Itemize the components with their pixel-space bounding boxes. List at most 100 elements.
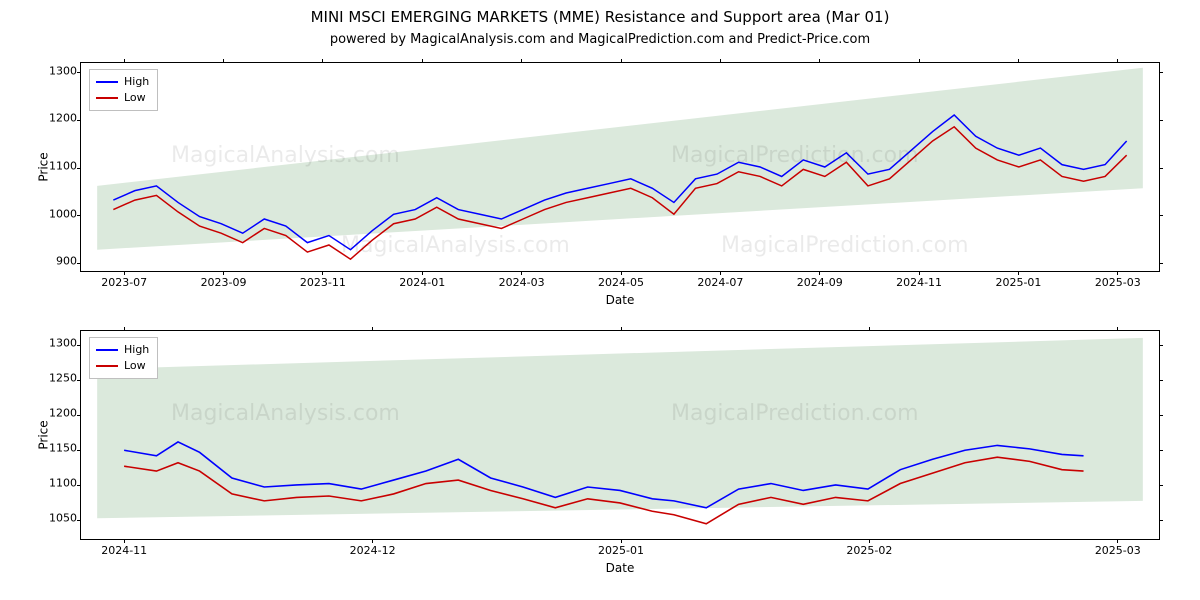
xtick-label: 2023-11	[300, 276, 346, 289]
ytick-mark	[77, 450, 81, 451]
xtick-mark	[919, 271, 920, 275]
ytick-label: 1050	[37, 512, 77, 525]
figure-suptitle: MINI MSCI EMERGING MARKETS (MME) Resista…	[0, 8, 1200, 26]
xtick-mark	[720, 271, 721, 275]
xtick-label: 2024-09	[797, 276, 843, 289]
xtick-label: 2024-11	[896, 276, 942, 289]
ytick-mark	[1159, 263, 1163, 264]
ytick-mark	[77, 263, 81, 264]
xtick-mark	[422, 271, 423, 275]
bottom-chart: 105011001150120012501300 2024-112024-122…	[80, 330, 1160, 540]
top-xlabel: Date	[81, 293, 1159, 307]
xtick-mark	[621, 327, 622, 331]
ytick-mark	[77, 380, 81, 381]
xtick-mark	[521, 59, 522, 63]
xtick-mark	[1117, 539, 1118, 543]
xtick-mark	[124, 59, 125, 63]
xtick-mark	[919, 59, 920, 63]
legend-swatch-low	[96, 365, 118, 367]
ytick-mark	[1159, 520, 1163, 521]
xtick-mark	[1117, 327, 1118, 331]
ytick-label: 1200	[37, 407, 77, 420]
bottom-legend: High Low	[89, 337, 158, 379]
legend-swatch-high	[96, 81, 118, 83]
bottom-ylabel: Price	[37, 420, 51, 449]
legend-item-high: High	[96, 74, 149, 90]
legend-swatch-low	[96, 97, 118, 99]
ytick-mark	[77, 345, 81, 346]
top-legend: High Low	[89, 69, 158, 111]
xtick-label: 2024-03	[499, 276, 545, 289]
xtick-mark	[869, 539, 870, 543]
xtick-label: 2024-07	[697, 276, 743, 289]
top-chart: 9001000110012001300 2023-072023-092023-1…	[80, 62, 1160, 272]
ytick-mark	[77, 485, 81, 486]
ytick-label: 1000	[37, 207, 77, 220]
xtick-mark	[521, 271, 522, 275]
ytick-mark	[77, 215, 81, 216]
xtick-label: 2025-01	[995, 276, 1041, 289]
xtick-label: 2024-01	[399, 276, 445, 289]
ytick-mark	[1159, 345, 1163, 346]
figure-subtitle: powered by MagicalAnalysis.com and Magic…	[0, 32, 1200, 47]
ytick-mark	[1159, 215, 1163, 216]
ytick-mark	[77, 415, 81, 416]
legend-label-high: High	[124, 342, 149, 358]
xtick-label: 2024-12	[350, 544, 396, 557]
xtick-mark	[869, 327, 870, 331]
xtick-mark	[124, 271, 125, 275]
xtick-mark	[124, 539, 125, 543]
legend-item-low: Low	[96, 358, 149, 374]
legend-swatch-high	[96, 349, 118, 351]
ytick-mark	[77, 168, 81, 169]
xtick-mark	[621, 271, 622, 275]
ytick-mark	[1159, 485, 1163, 486]
xtick-mark	[621, 59, 622, 63]
xtick-mark	[1018, 59, 1019, 63]
xtick-label: 2025-01	[598, 544, 644, 557]
xtick-mark	[372, 327, 373, 331]
ytick-label: 900	[37, 255, 77, 268]
ytick-mark	[1159, 450, 1163, 451]
xtick-mark	[124, 327, 125, 331]
ytick-mark	[77, 72, 81, 73]
xtick-mark	[422, 59, 423, 63]
xtick-mark	[372, 539, 373, 543]
top-support-area	[97, 68, 1143, 250]
ytick-label: 1300	[37, 64, 77, 77]
ytick-mark	[1159, 415, 1163, 416]
xtick-label: 2025-03	[1095, 276, 1141, 289]
legend-label-high: High	[124, 74, 149, 90]
top-ylabel: Price	[37, 152, 51, 181]
ytick-mark	[1159, 120, 1163, 121]
figure: MINI MSCI EMERGING MARKETS (MME) Resista…	[0, 0, 1200, 600]
ytick-mark	[1159, 72, 1163, 73]
xtick-label: 2024-05	[598, 276, 644, 289]
ytick-mark	[1159, 168, 1163, 169]
xtick-label: 2025-03	[1095, 544, 1141, 557]
xtick-mark	[322, 271, 323, 275]
xtick-mark	[322, 59, 323, 63]
xtick-mark	[1117, 271, 1118, 275]
ytick-label: 1300	[37, 337, 77, 350]
xtick-mark	[223, 59, 224, 63]
xtick-mark	[621, 539, 622, 543]
legend-label-low: Low	[124, 358, 146, 374]
ytick-label: 1200	[37, 112, 77, 125]
xtick-label: 2024-11	[101, 544, 147, 557]
xtick-mark	[819, 59, 820, 63]
xtick-mark	[720, 59, 721, 63]
xtick-mark	[819, 271, 820, 275]
xtick-mark	[223, 271, 224, 275]
ytick-mark	[1159, 380, 1163, 381]
ytick-mark	[77, 520, 81, 521]
legend-label-low: Low	[124, 90, 146, 106]
bottom-xlabel: Date	[81, 561, 1159, 575]
legend-item-high: High	[96, 342, 149, 358]
xtick-label: 2025-02	[846, 544, 892, 557]
legend-item-low: Low	[96, 90, 149, 106]
xtick-mark	[1117, 59, 1118, 63]
xtick-mark	[1018, 271, 1019, 275]
xtick-label: 2023-09	[201, 276, 247, 289]
bottom-chart-plot	[81, 331, 1159, 539]
